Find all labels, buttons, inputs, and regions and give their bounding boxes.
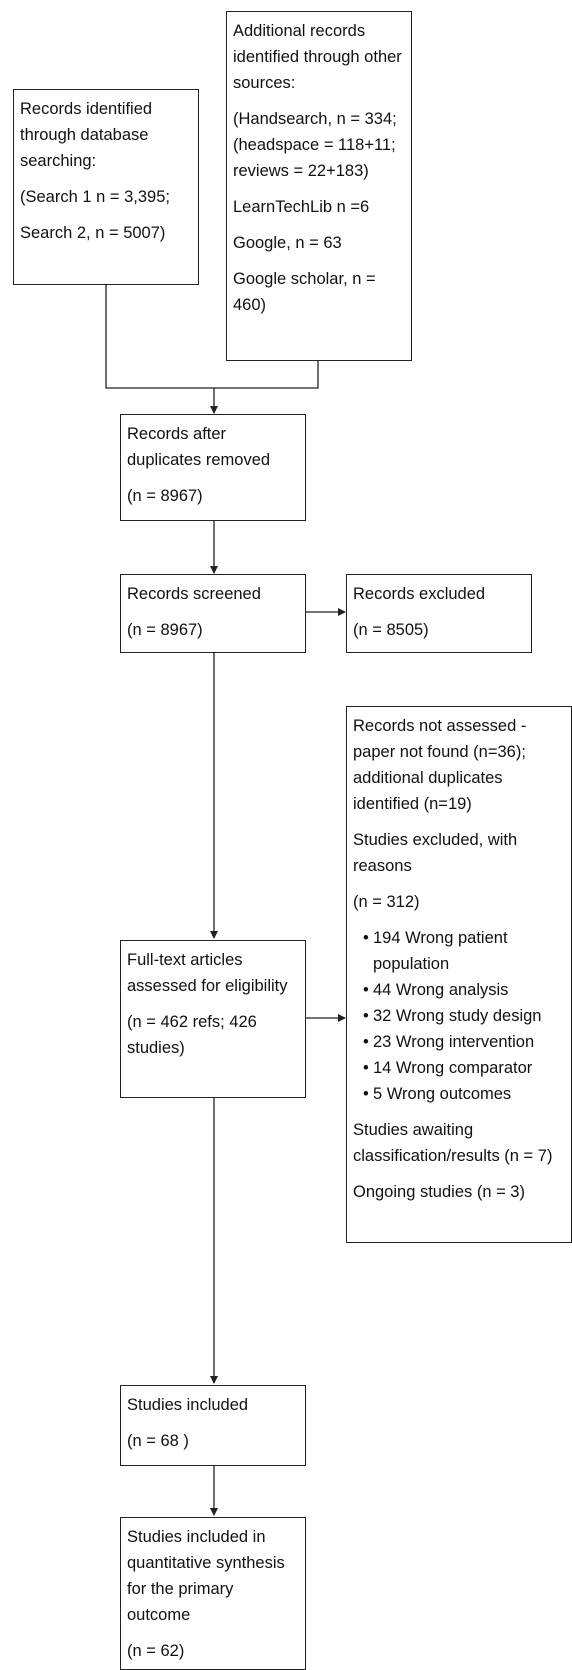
other-sources-title: Additional records identified through ot… [233,22,402,92]
awaiting-classification-text: Studies awaiting classification/results … [353,1121,553,1165]
other-sources-google-scholar: Google scholar, n = 460) [233,270,376,314]
db-search-count-2: Search 2, n = 5007) [20,224,166,242]
exclusion-reason-item: 5 Wrong outcomes [363,1081,565,1107]
after-duplicates-title: Records after duplicates removed [127,425,271,469]
not-assessed-text: Records not assessed - paper not found (… [353,717,527,813]
exclusion-reason-item: 14 Wrong comparator [363,1055,565,1081]
fulltext-box: Full-text articles assessed for eligibil… [120,940,306,1098]
exclusion-reason-item: 32 Wrong study design [363,1003,565,1029]
quantitative-box: Studies included in quantitative synthes… [120,1517,306,1670]
excluded-title: Records excluded [353,585,486,603]
exclusion-reason-item: 44 Wrong analysis [363,977,565,1003]
connector-other-sources [214,360,319,389]
after-duplicates-box: Records after duplicates removed (n = 89… [120,414,306,521]
quantitative-count: (n = 62) [127,1642,185,1660]
db-search-title: Records identified through database sear… [20,100,153,170]
other-sources-learntechlib: LearnTechLib n =6 [233,198,370,216]
screened-count: (n = 8967) [127,621,203,639]
after-duplicates-count: (n = 8967) [127,487,203,505]
excluded-count: (n = 8505) [353,621,429,639]
db-search-count-1: (Search 1 n = 3,395; [20,188,170,206]
excluded-reasons-title: Studies excluded, with reasons [353,831,518,875]
screened-box: Records screened (n = 8967) [120,574,306,653]
fulltext-title: Full-text articles assessed for eligibil… [127,951,288,995]
other-sources-box: Additional records identified through ot… [226,11,412,361]
connector-db-search [105,284,214,389]
exclusion-reason-item: 23 Wrong intervention [363,1029,565,1055]
exclusion-reasons-list: 194 Wrong patient population 44 Wrong an… [353,925,565,1107]
screened-title: Records screened [127,585,261,603]
fulltext-count: (n = 462 refs; 426 studies) [127,1013,257,1057]
excluded-reasons-count: (n = 312) [353,893,420,911]
other-sources-google: Google, n = 63 [233,234,342,252]
included-box: Studies included (n = 68 ) [120,1385,306,1466]
included-title: Studies included [127,1396,249,1414]
db-search-box: Records identified through database sear… [13,89,199,285]
ongoing-studies-text: Ongoing studies (n = 3) [353,1183,525,1201]
included-count: (n = 68 ) [127,1432,189,1450]
excluded-box: Records excluded (n = 8505) [346,574,532,653]
exclusion-reason-item: 194 Wrong patient population [363,925,565,977]
other-sources-handsearch: (Handsearch, n = 334; (headspace = 118+1… [233,110,397,180]
quantitative-title: Studies included in quantitative synthes… [127,1528,285,1624]
fulltext-excluded-box: Records not assessed - paper not found (… [346,706,572,1243]
